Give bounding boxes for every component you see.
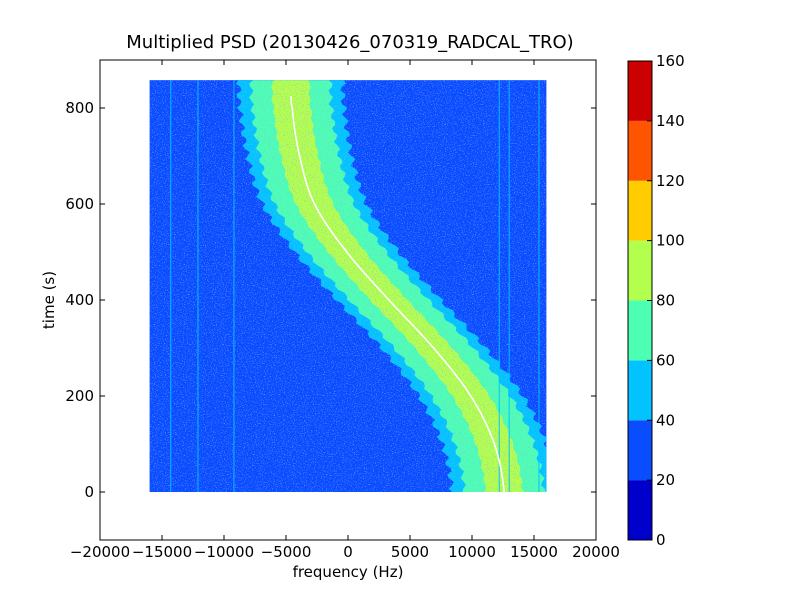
colorbar-tick-label: 80: [656, 292, 675, 310]
y-axis: 0 200 400 600 800: [65, 99, 596, 501]
heatmap-noise: [149, 80, 547, 492]
colorbar-tick-label: 160: [656, 52, 685, 70]
x-tick-label: −5000: [261, 543, 312, 561]
colorbar-tick-label: 100: [656, 232, 685, 250]
colorbar-level-0: [628, 480, 652, 540]
heatmap-speckle: [149, 80, 547, 492]
x-tick-label: 0: [343, 543, 353, 561]
y-tick-label: 600: [65, 195, 94, 213]
colorbar-level-6: [628, 120, 652, 181]
colorbar-tick-label: 140: [656, 112, 685, 130]
x-tick-label: −20000: [70, 543, 130, 561]
y-axis-label: time (s): [40, 271, 58, 329]
colorbar-level-7: [628, 61, 652, 121]
x-tick-label: 20000: [572, 543, 620, 561]
colorbar-level-2: [628, 360, 652, 421]
colorbar-tick-label: 20: [656, 471, 675, 489]
colorbar-level-3: [628, 300, 652, 361]
y-tick-label: 200: [65, 387, 94, 405]
colorbar-tick-label: 60: [656, 351, 675, 369]
doppler-trace: [290, 95, 505, 493]
x-axis: −20000 −15000 −10000 −5000 0 5000 10000 15000 20…: [70, 60, 620, 561]
chart-title: Multiplied PSD (20130426_070319_RADCAL_T…: [126, 32, 573, 53]
colorbar-tick-label: 120: [656, 172, 685, 190]
colorbar-level-5: [628, 180, 652, 241]
spectral-lines: [170, 80, 540, 492]
colorbar-level-1: [628, 420, 652, 481]
colorbar: 0 20 40 60 80 100 120 140 160: [627, 52, 685, 549]
x-tick-label: 5000: [391, 543, 429, 561]
y-tick-label: 800: [65, 99, 94, 117]
colorbar-tick-label: 0: [656, 531, 666, 549]
y-tick-label: 0: [84, 483, 94, 501]
colorbar-level-4: [628, 240, 652, 301]
y-tick-label: 400: [65, 291, 94, 309]
x-tick-label: 15000: [510, 543, 558, 561]
x-tick-label: 10000: [448, 543, 496, 561]
x-axis-label: frequency (Hz): [293, 563, 404, 581]
colorbar-tick-label: 40: [656, 411, 675, 429]
x-tick-label: −15000: [132, 543, 192, 561]
trace-line: [290, 95, 505, 493]
x-tick-label: −10000: [194, 543, 254, 561]
